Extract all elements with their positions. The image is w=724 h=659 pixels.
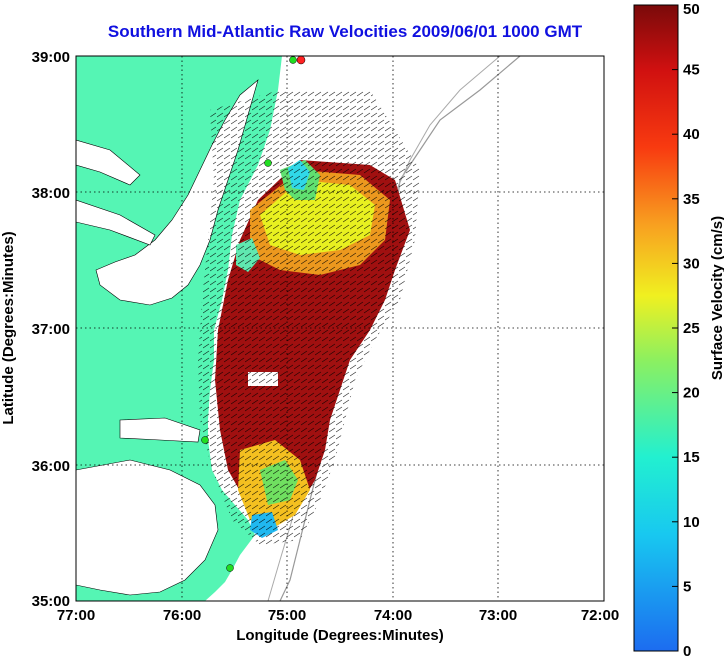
x-axis: 77:00 76:00 75:00 74:00 73:00 72:00 Long… [57,607,619,644]
y-axis: 39:00 38:00 37:00 36:00 35:00 Latitude (… [0,49,70,610]
station-marker[interactable] [226,564,234,572]
albemarle-sound [119,417,201,443]
colorbar-tick-label: 40 [683,126,700,143]
x-tick-label: 77:00 [57,607,95,624]
plot-frame [75,55,605,602]
station-marker[interactable] [296,55,306,65]
colorbar-label: Surface Velocity (cm/s) [709,216,724,380]
y-tick-label: 37:00 [32,321,70,338]
pamlico-sound [76,459,219,596]
velocity-vectors [198,90,420,545]
x-tick-label: 76:00 [163,607,201,624]
y-tick-label: 36:00 [32,458,70,475]
colorbar-tick-label: 20 [683,385,700,402]
colorbar-ramp [633,4,679,652]
station-marker[interactable] [264,159,272,167]
colorbar-tick-label: 10 [683,514,700,531]
colorbar-tick-label: 30 [683,255,700,272]
x-tick-label: 74:00 [374,607,412,624]
station-marker[interactable] [289,56,297,64]
y-tick-label: 39:00 [32,49,70,66]
colorbar: 0 5 10 15 20 25 30 35 40 45 50 Surface Velocity (c… [633,1,724,659]
x-tick-label: 72:00 [581,607,619,624]
colorbar-tick-label: 0 [683,643,691,659]
graticule [76,56,604,601]
x-axis-label: Longitude (Degrees:Minutes) [236,627,444,644]
colorbar-tick-label: 45 [683,62,700,79]
y-tick-label: 35:00 [32,593,70,610]
map-title: Southern Mid-Atlantic Raw Velocities 200… [107,22,583,41]
y-axis-label: Latitude (Degrees:Minutes) [0,231,17,424]
x-tick-label: 73:00 [479,607,517,624]
x-tick-label: 75:00 [268,607,306,624]
colorbar-tick-label: 5 [683,578,691,595]
potomac-river [76,199,156,246]
y-tick-label: 38:00 [32,185,70,202]
colorbar-tick-label: 50 [683,1,700,18]
station-marker[interactable] [201,436,209,444]
colorbar-tick-label: 25 [683,320,700,337]
chesapeake-inlet [76,139,141,186]
colorbar-tick-label: 35 [683,191,700,208]
colorbar-tick-label: 15 [683,449,700,466]
